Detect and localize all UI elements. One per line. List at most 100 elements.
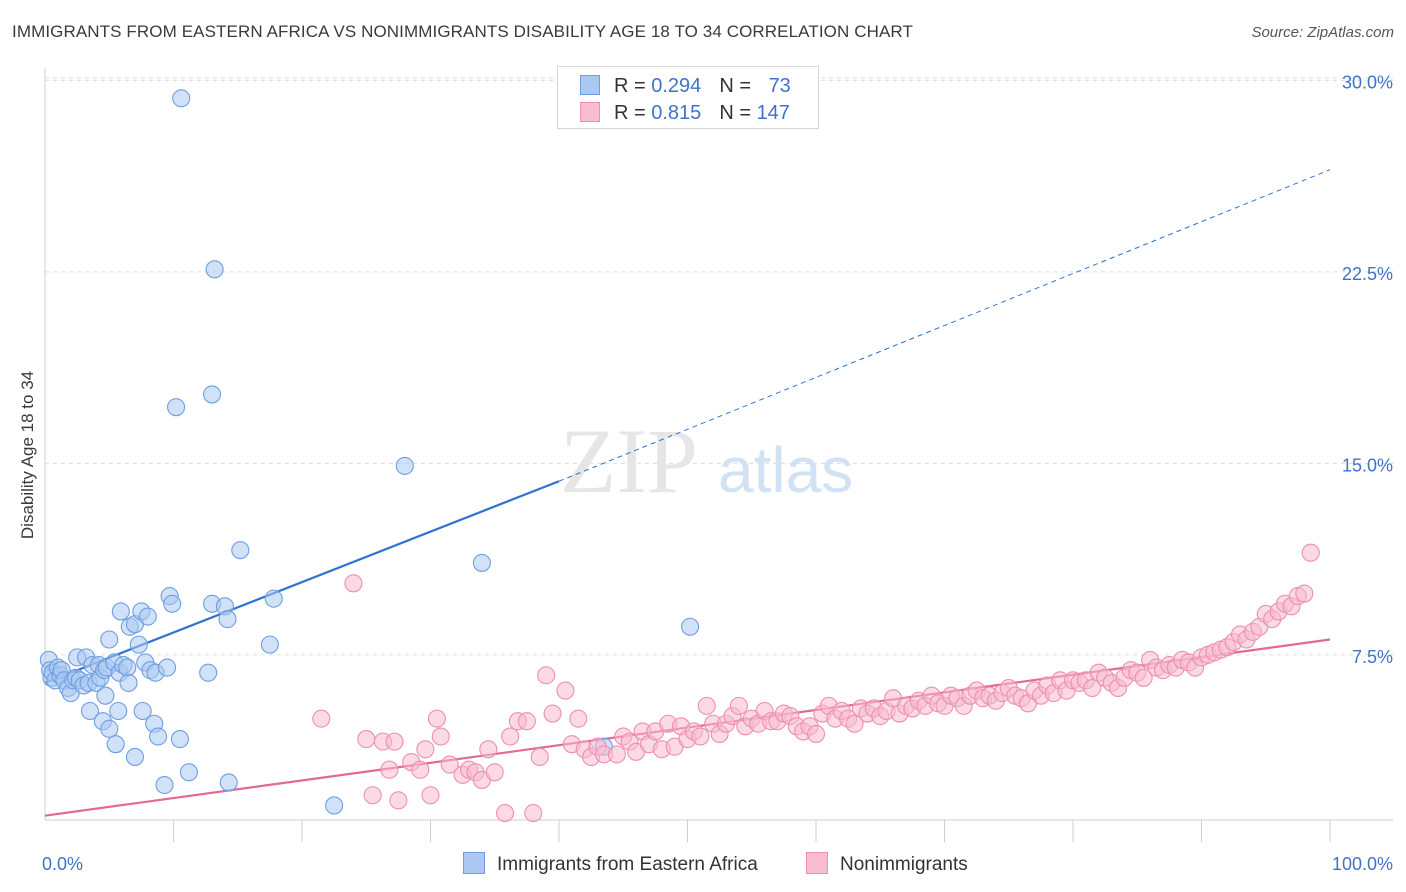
source-label: Source: ZipAtlas.com [1251,24,1394,41]
pink-data-point [485,763,504,782]
legend-blue-r-value: 0.294 [651,75,702,97]
grid-lines [45,77,1393,656]
blue-data-point [681,617,700,636]
series-legend: Immigrants from Eastern Africa Nonimmigr… [0,852,1406,878]
pink-data-point [543,704,562,723]
data-points [39,89,1320,823]
pink-data-point [344,574,363,593]
series-legend-blue: Immigrants from Eastern Africa [463,852,758,876]
legend-swatch-blue [580,75,600,95]
watermark-zip: ZIP [560,410,698,512]
blue-trend-extension [558,169,1331,482]
blue-data-point [119,673,138,692]
blue-data-point [138,607,157,626]
pink-data-point [556,681,575,700]
y-axis-label: Disability Age 18 to 34 [18,370,37,540]
blue-data-point [109,701,128,721]
pink-data-point [729,696,748,715]
pink-data-point [569,709,588,728]
legend-blue-n-label: N = [719,75,757,97]
pink-data-point [363,786,382,805]
x-tick-label: 0.0% [42,854,83,874]
blue-data-point [170,730,189,749]
blue-data-point [118,658,137,677]
pink-data-point [440,755,459,774]
blue-data-point [218,610,237,629]
y-tick-label: 15.0% [1342,455,1393,475]
legend-pink-n-value: 147 [756,102,790,124]
blue-data-point [199,663,218,682]
pink-data-point [427,709,446,728]
blue-data-point [264,589,283,608]
watermark-atlas: atlas [718,434,853,506]
pink-data-point [607,745,626,764]
legend-row-pink: R = 0.815 N = 147 [580,102,790,126]
pink-data-point [517,712,536,731]
blue-trend-line [44,480,560,684]
x-tick-label: 100.0% [1332,854,1393,874]
series-label-blue: Immigrants from Eastern Africa [497,854,758,875]
blue-data-point [163,594,182,613]
pink-data-point [357,730,376,749]
pink-data-point [421,786,440,805]
blue-data-point [219,773,238,792]
blue-data-point [129,635,148,654]
legend-blue-r-label: R = [614,75,652,97]
legend-pink-r-label: R = [614,102,652,124]
pink-data-point [501,727,520,746]
blue-data-point [395,456,414,475]
pink-data-point [845,714,864,733]
legend-swatch-pink [580,102,600,122]
y-tick-label: 30.0% [1342,72,1393,92]
blue-data-point [325,796,344,815]
legend-pink-n-label: N = [719,102,757,124]
y-tick-label: 22.5% [1342,264,1393,284]
pink-data-point [530,747,549,766]
pink-data-point [411,760,430,779]
blue-data-point [155,775,174,795]
pink-data-point [806,724,826,744]
series-swatch-blue [463,852,485,874]
pink-data-point [691,727,710,746]
tick-labels: 7.5% 15.0% 22.5% 30.0% 0.0% 100.0% [42,72,1393,874]
pink-data-point [312,709,331,728]
pink-data-point [1134,668,1153,687]
pink-data-point [479,740,498,759]
blue-data-point [111,602,130,621]
legend-row-blue: R = 0.294 N = 73 [580,75,791,99]
blue-data-point [260,635,279,654]
blue-data-point [96,686,115,705]
pink-data-point [385,732,404,751]
pink-data-point [537,666,556,685]
blue-data-point [472,553,491,572]
pink-data-point [524,804,543,823]
pink-data-point [389,791,408,810]
pink-data-point [1295,584,1314,603]
series-swatch-pink [806,852,828,874]
pink-data-point [416,740,435,759]
pink-data-point [1301,543,1320,562]
series-legend-pink: Nonimmigrants [806,852,968,876]
axes [44,68,1393,842]
blue-data-point [100,719,119,738]
chart-title: IMMIGRANTS FROM EASTERN AFRICA VS NONIMM… [12,22,913,41]
blue-data-point [231,541,250,560]
blue-data-point [106,735,125,754]
blue-data-point [100,630,119,649]
pink-data-point [380,760,399,779]
blue-data-point [149,727,168,746]
pink-data-point [697,696,716,715]
legend-pink-r-value: 0.815 [651,102,702,124]
blue-data-point [133,701,152,721]
y-tick-label: 7.5% [1352,647,1393,667]
legend-blue-n-value: 73 [768,75,791,97]
correlation-legend: R = 0.294 N = 73 R = 0.815 N = 147 [557,66,819,129]
blue-data-point [172,89,191,108]
blue-data-point [80,701,100,721]
blue-data-point [125,747,144,766]
blue-data-point [205,260,224,279]
watermark: ZIP atlas [560,410,853,512]
blue-data-point [179,763,198,782]
series-label-pink: Nonimmigrants [840,854,968,875]
